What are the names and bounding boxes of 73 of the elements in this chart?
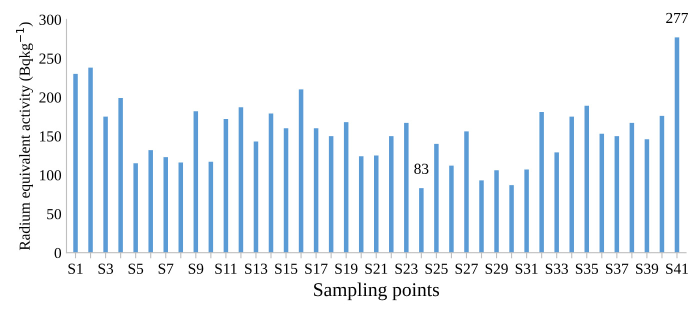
bar: [208, 162, 214, 253]
bar: [224, 118, 228, 253]
y-tick-label: 300: [39, 14, 62, 25]
x-tick-label: S25: [426, 264, 448, 274]
bar: [328, 136, 334, 253]
bar: [163, 157, 168, 253]
y-tick-label: 50: [47, 208, 62, 220]
y-tick-label: 100: [40, 170, 62, 180]
bar: [584, 106, 590, 253]
bar: [268, 114, 274, 253]
x-tick-label: S29: [486, 264, 508, 274]
bar: [524, 170, 529, 253]
x-tick-label: S1: [68, 264, 83, 274]
bar: [298, 89, 304, 253]
bar: [284, 128, 288, 253]
x-tick-label: S15: [275, 264, 298, 274]
bar: [630, 122, 634, 253]
bar: [434, 144, 439, 253]
bar: [194, 111, 198, 253]
data-label: 83: [414, 164, 428, 174]
bar: [600, 134, 604, 253]
x-tick-label: S17: [305, 264, 328, 274]
bar: [494, 170, 499, 253]
bar: [644, 139, 650, 253]
bar: [539, 112, 544, 253]
x-tick-label: S41: [666, 264, 688, 274]
x-tick-label: S13: [245, 264, 268, 274]
x-tick-label: S11: [215, 264, 237, 274]
bar: [314, 128, 318, 253]
x-tick-label: S31: [516, 264, 538, 274]
data-label: 277: [666, 12, 688, 23]
x-tick-label: S7: [158, 264, 174, 274]
bar: [464, 131, 469, 253]
y-tick-label: 250: [39, 53, 62, 64]
bar: [238, 107, 244, 253]
bar: [404, 122, 409, 253]
bar: [660, 116, 664, 253]
x-tick-label: S3: [98, 264, 114, 274]
bar: [569, 116, 574, 253]
bar: [554, 152, 559, 253]
y-tick-label: 200: [39, 92, 62, 103]
bar: [358, 156, 364, 253]
y-tick-label: 150: [40, 131, 62, 142]
x-tick-label: S35: [576, 264, 598, 274]
bar: [479, 180, 484, 253]
x-tick-label: S23: [395, 264, 418, 274]
bar: [614, 136, 620, 253]
x-tick-label: S21: [365, 264, 388, 274]
bar: [148, 150, 153, 253]
bar: [73, 74, 78, 253]
x-tick-label: S9: [188, 264, 204, 274]
bar: [178, 162, 184, 253]
bar: [103, 116, 108, 253]
x-tick-label: S33: [546, 264, 568, 274]
bar: [449, 166, 454, 253]
y-tick-label: 0: [54, 248, 62, 258]
y-axis-title: Radium equivalent activity (Bqkg$^{−1}$): [16, 22, 33, 250]
x-tick-label: S39: [636, 264, 658, 274]
bar: [344, 122, 348, 253]
x-axis-title: Sampling points: [314, 282, 440, 300]
bar: [389, 136, 394, 253]
bar: [254, 142, 258, 253]
x-tick-label: S27: [456, 264, 478, 274]
bar: [509, 185, 514, 253]
x-tick-label: S19: [335, 264, 358, 274]
x-tick-label: S5: [128, 264, 144, 274]
bar: [133, 163, 138, 253]
x-tick-label: S37: [606, 264, 628, 274]
bar: [88, 68, 93, 253]
bar: [419, 188, 424, 253]
bar: [674, 37, 680, 253]
bar: [374, 156, 379, 253]
bar: [118, 98, 123, 253]
